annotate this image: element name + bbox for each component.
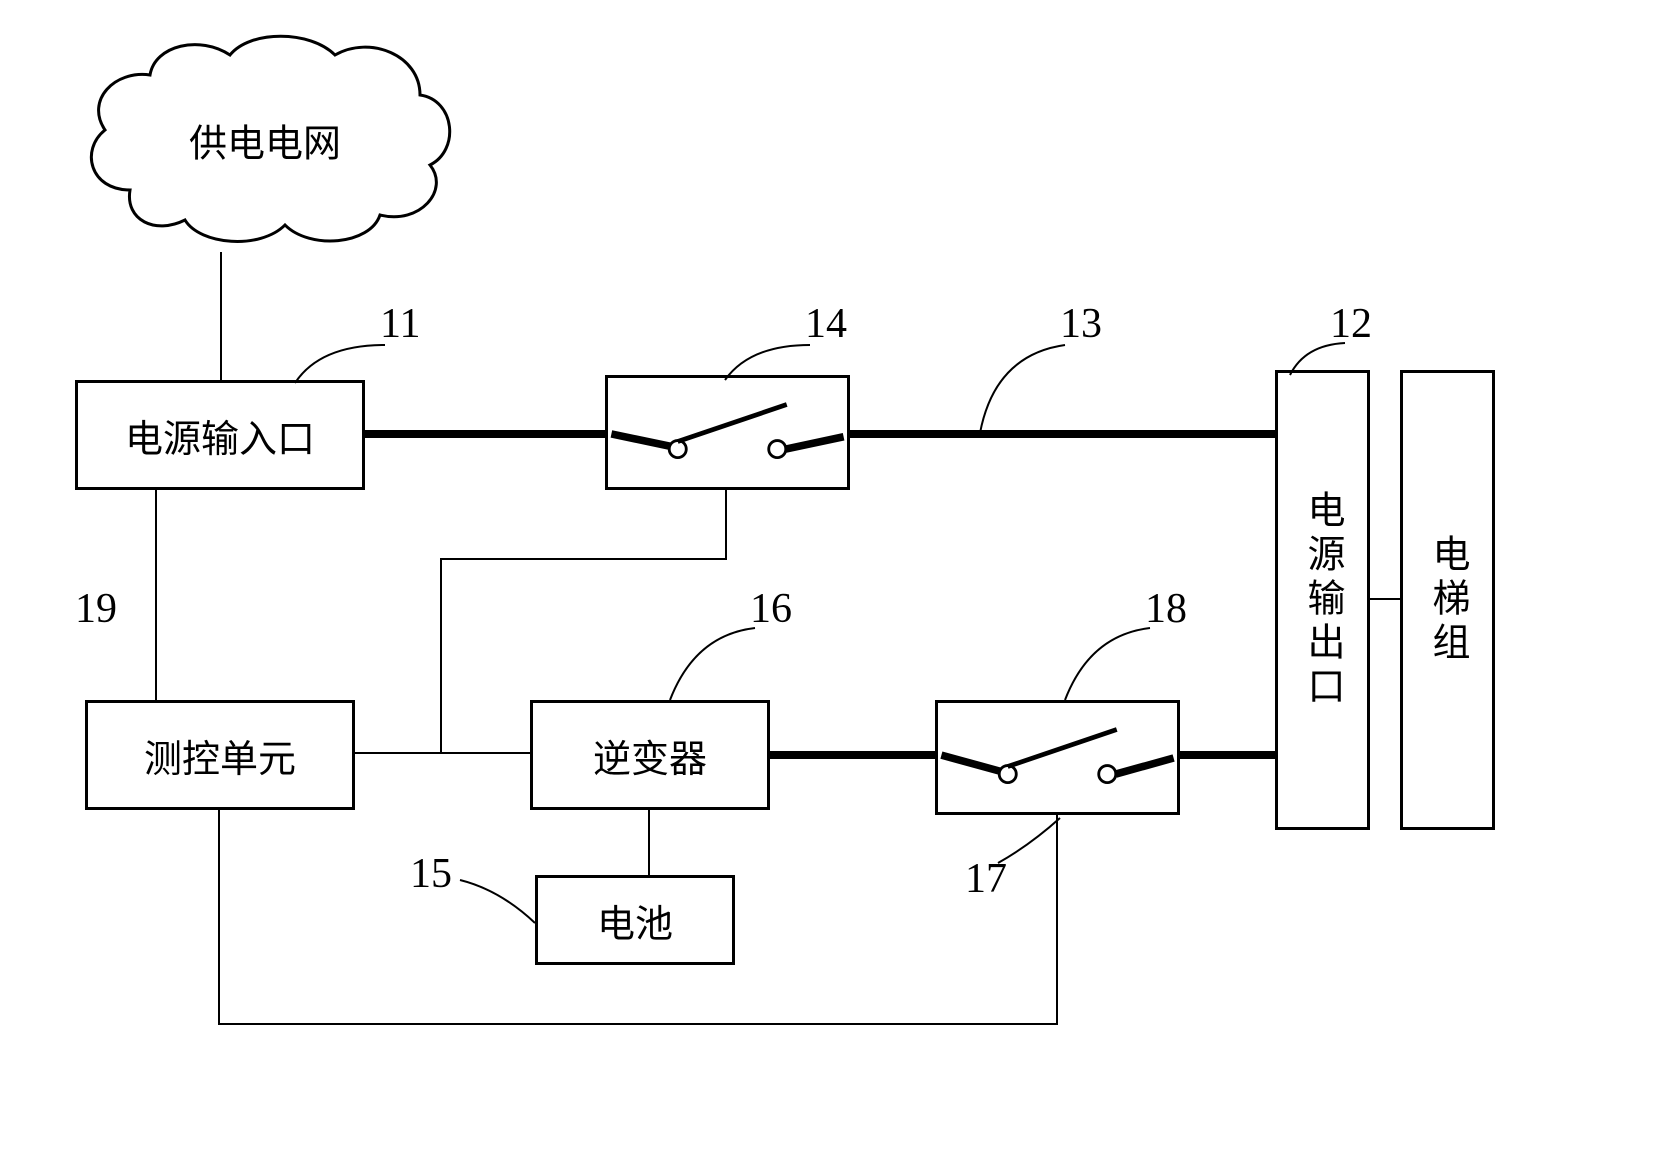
box-power-output: 电源输出口 <box>1275 370 1370 830</box>
box-inverter: 逆变器 <box>530 700 770 810</box>
leader-15 <box>450 875 540 930</box>
leader-17 <box>990 815 1070 870</box>
switch-18 <box>935 700 1180 815</box>
battery-label: 电池 <box>597 893 673 948</box>
line-control-down <box>218 810 220 1025</box>
box-power-input: 电源输入口 <box>75 380 365 490</box>
cloud-power-grid: 供电电网 <box>70 20 460 260</box>
leader-18 <box>1060 620 1160 705</box>
line-switch14-horiz <box>440 558 727 560</box>
thick-line-17 <box>1180 751 1278 759</box>
leader-16 <box>665 620 765 705</box>
box-elevator-group: 电梯组 <box>1400 370 1495 830</box>
line-inverter-to-battery <box>648 810 650 875</box>
cloud-label: 供电电网 <box>189 113 341 168</box>
leader-12 <box>1285 335 1355 380</box>
label-19: 19 <box>75 585 117 633</box>
inverter-label: 逆变器 <box>593 728 707 783</box>
line-output-to-elevator <box>1370 598 1400 600</box>
line-control-to-inverter <box>355 752 530 754</box>
power-input-label: 电源输入口 <box>125 408 315 463</box>
leader-13 <box>975 335 1075 435</box>
label-15: 15 <box>410 850 452 898</box>
power-output-label: 电源输出口 <box>1295 490 1350 710</box>
box-control-unit: 测控单元 <box>85 700 355 810</box>
leader-11 <box>290 335 400 390</box>
leader-14 <box>720 335 820 385</box>
thick-line-input-to-switch14 <box>365 430 608 438</box>
line-cloud-to-input <box>220 252 222 380</box>
elevator-group-label: 电梯组 <box>1420 534 1475 666</box>
switch-14 <box>605 375 850 490</box>
control-unit-label: 测控单元 <box>144 728 296 783</box>
line-control-up-to-switch18 <box>1056 815 1058 1025</box>
block-diagram: 供电电网 电源输入口 11 14 13 电源输出口 12 <box>0 0 1666 1172</box>
line-switch14-to-midline <box>440 558 442 754</box>
line-19-vertical <box>155 490 157 702</box>
thick-line-inverter-to-switch18 <box>770 751 938 759</box>
line-switch14-down <box>725 490 727 560</box>
box-battery: 电池 <box>535 875 735 965</box>
line-control-bottom-horiz <box>218 1023 1058 1025</box>
